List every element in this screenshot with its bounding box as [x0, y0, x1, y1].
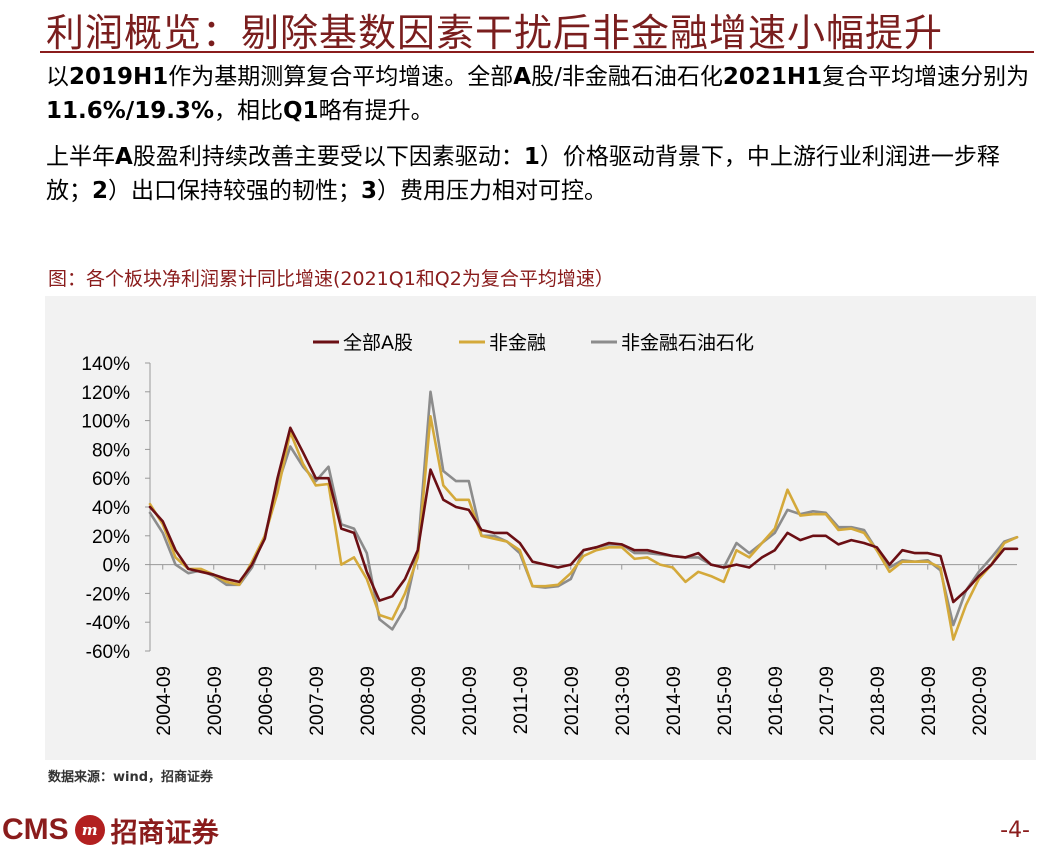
text-run: ）价格驱动背景下，中上游行业利润进一步释放；: [46, 144, 1000, 204]
y-tick-label: 100%: [81, 412, 130, 433]
y-tick-label: 120%: [81, 383, 130, 404]
summary-paragraph-2: 上半年A股盈利持续改善主要受以下因素驱动：1）价格驱动背景下，中上游行业利润进一…: [46, 140, 1034, 208]
x-tick-label: 2014-09: [664, 666, 685, 736]
y-tick-label: 80%: [92, 440, 130, 461]
x-tick-label: 2020-09: [970, 666, 991, 736]
x-tick-label: 2011-09: [511, 666, 532, 734]
x-axis: 2004-09 2005-09 2006-09 2007-09 2008-09 2009-…: [150, 564, 1017, 736]
x-tick-label: 2019-09: [919, 666, 940, 736]
text-run: A: [115, 144, 133, 170]
text-run: 上半年: [46, 144, 115, 170]
x-tick-label: 2017-09: [817, 666, 838, 736]
chart-panel: 全部A股 非金融 非金融石油石化 140% 120% 100% 80% 60% 40% 20% 0…: [45, 296, 1036, 760]
x-tick-label: 2010-09: [460, 666, 481, 736]
plot-lines: [148, 390, 1019, 641]
text-run: 11.6%/19.3%: [46, 98, 214, 124]
series-line-2: [148, 390, 1019, 631]
y-tick-label: 140%: [81, 354, 130, 375]
x-tick-label: 2008-09: [358, 666, 379, 736]
text-run: ，相比: [214, 98, 283, 124]
series-line-0: [148, 426, 1019, 604]
text-run: 2019H1: [69, 64, 169, 90]
x-tick-label: 2015-09: [715, 666, 736, 736]
text-run: 2: [92, 178, 109, 204]
text-run: Q1: [283, 98, 319, 124]
brand-logo: CMS m 招商证券: [2, 812, 219, 849]
chart-legend: 全部A股 非金融 非金融石油石化: [313, 332, 754, 354]
line-chart: 全部A股 非金融 非金融石油石化 140% 120% 100% 80% 60% 40% 20% 0…: [81, 332, 1019, 736]
y-tick-label: 40%: [92, 498, 130, 519]
y-tick-label: -60%: [86, 642, 130, 663]
x-tick-label: 2016-09: [766, 666, 787, 736]
y-tick-label: -20%: [86, 584, 130, 605]
y-tick-label: -40%: [86, 613, 130, 634]
chart-caption: 图：各个板块净利润累计同比增速(2021Q1和Q2为复合平均增速）: [48, 268, 614, 290]
text-run: 股/非金融石油石化: [531, 64, 723, 90]
text-run: 股盈利持续改善主要受以下因素驱动：: [132, 144, 524, 170]
y-tick-label: 0%: [103, 556, 131, 577]
y-tick-label: 60%: [92, 469, 130, 490]
brand-cms-text: CMS: [2, 813, 69, 846]
text-run: 2021H1: [722, 64, 823, 90]
company-logo-icon: m: [74, 815, 105, 845]
x-tick-label: 2013-09: [613, 666, 634, 736]
x-tick-label: 2012-09: [562, 666, 583, 736]
x-tick-label: 2004-09: [154, 666, 175, 736]
x-tick-label: 2006-09: [256, 666, 277, 736]
data-source: 数据来源：wind，招商证券: [48, 770, 214, 785]
legend-label: 非金融: [489, 332, 546, 354]
slide-title: 利润概览：剔除基数因素干扰后非金融增速小幅提升: [46, 11, 944, 55]
legend-label: 全部A股: [343, 332, 413, 354]
legend-label: 非金融石油石化: [621, 332, 754, 354]
text-run: 略有提升。: [318, 98, 434, 124]
text-run: 3: [361, 178, 378, 204]
text-run: 复合平均增速分别为: [822, 64, 1030, 90]
text-run: ）费用压力相对可控。: [377, 178, 608, 204]
text-run: ）出口保持较强的韧性；: [108, 178, 362, 204]
y-axis: 140% 120% 100% 80% 60% 40% 20% 0% -20% -40% -60%: [81, 354, 151, 663]
x-tick-label: 2007-09: [307, 666, 328, 736]
page-number: -4-: [1000, 818, 1030, 843]
title-divider: [40, 51, 1034, 53]
x-tick-label: 2005-09: [205, 666, 226, 736]
text-run: 1: [523, 144, 540, 170]
text-run: 以: [46, 64, 69, 90]
y-tick-label: 20%: [92, 527, 130, 548]
x-tick-label: 2009-09: [409, 666, 430, 736]
summary-paragraph-1: 以2019H1作为基期测算复合平均增速。全部A股/非金融石油石化2021H1复合…: [46, 60, 1034, 128]
series-line-1: [148, 415, 1019, 641]
x-tick-label: 2018-09: [868, 666, 889, 736]
brand-name: 招商证券: [110, 817, 219, 849]
text-run: 作为基期测算复合平均增速。全部: [168, 64, 514, 90]
text-run: A: [513, 64, 532, 90]
